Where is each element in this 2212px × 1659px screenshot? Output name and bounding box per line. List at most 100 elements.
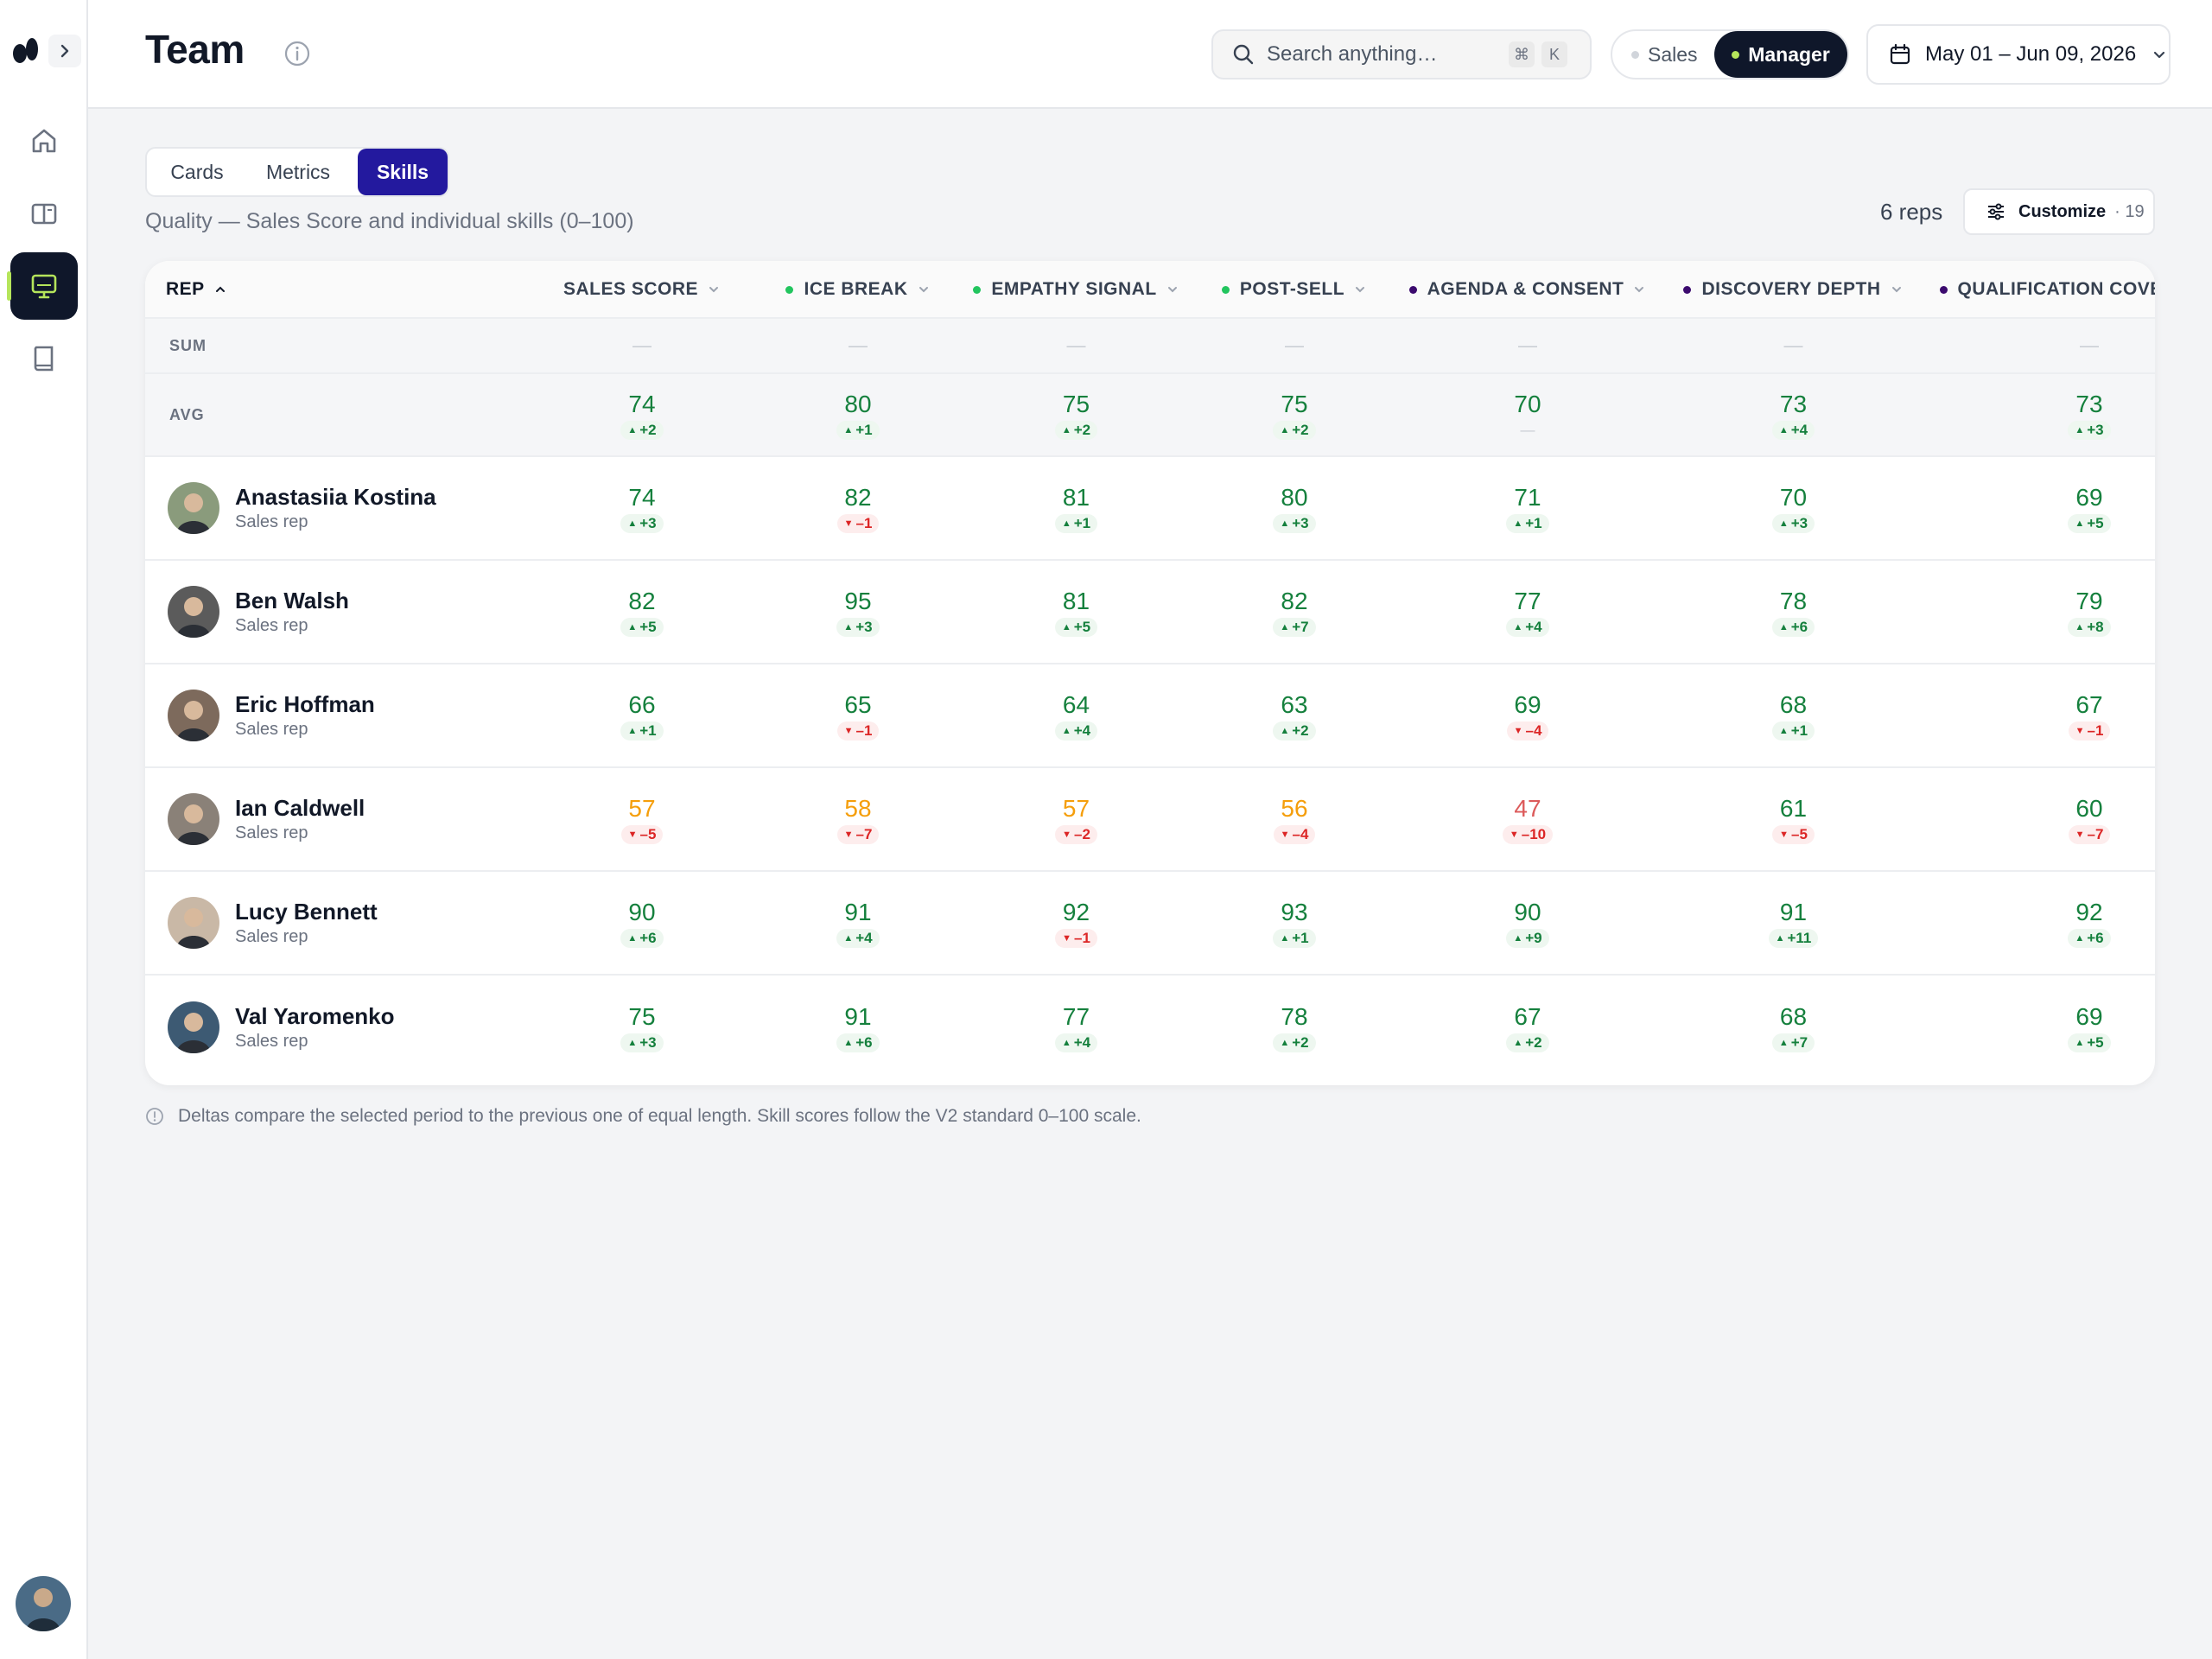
rep-name[interactable]: Eric Hoffman	[235, 691, 375, 717]
table-row[interactable]: Lucy Bennett Sales rep 90 ▲ +6 91 ▲ +4 92 ▼ –1 93 ▲ +…	[145, 871, 2155, 975]
score-value: 66	[628, 691, 656, 718]
score-value: 82	[628, 588, 656, 614]
column-header[interactable]: ICE BREAK	[759, 261, 957, 318]
user-avatar[interactable]	[16, 1576, 71, 1631]
table-row[interactable]: Ben Walsh Sales rep 82 ▲ +5 95 ▲ +3 81 ▲ +5 82 ▲ +7 77…	[145, 560, 2155, 664]
delta-value: +3	[1790, 515, 1808, 531]
reps-count: 6 reps	[1880, 199, 1943, 225]
triangle-up-icon: ▲	[1280, 933, 1290, 944]
score-value: 75	[1281, 391, 1308, 417]
customize-button[interactable]: Customize · 19	[1963, 188, 2155, 235]
role-toggle: Sales Manager	[1611, 29, 1849, 79]
nav-library[interactable]	[10, 180, 78, 247]
column-header[interactable]: AGENDA & CONSENT	[1394, 261, 1662, 318]
sum-cell: —	[1394, 318, 1662, 373]
delta-value: –5	[1790, 826, 1808, 842]
calendar-icon	[1890, 43, 1910, 65]
score-cell: 69 ▲ +5	[1925, 456, 2155, 560]
column-header-content: POST-SELL	[1221, 279, 1367, 300]
table-row[interactable]: Val Yaromenko Sales rep 75 ▲ +3 91 ▲ +6 77 ▲ +4 78 ▲…	[145, 975, 2155, 1078]
column-header[interactable]: POST-SELL	[1195, 261, 1394, 318]
delta-value: +6	[2087, 930, 2104, 946]
score-value: 70	[1779, 484, 1808, 511]
score-delta: ▲ +6	[836, 1033, 880, 1052]
triangle-up-icon: ▲	[1280, 1037, 1290, 1048]
delta-value: –10	[1521, 826, 1547, 842]
delta-value: +1	[1525, 515, 1542, 531]
triangle-up-icon: ▲	[1061, 622, 1071, 632]
avg-row: AVG 74 ▲ +2 80 ▲ +1 75 ▲ +2 75 ▲ +2 70—73 ▲ +4 73 ▲ +3	[145, 373, 2155, 456]
tab-cards[interactable]: Cards	[170, 160, 224, 183]
score-cell: 92 ▲ +6	[1925, 871, 2155, 975]
rep-name[interactable]: Anastasiia Kostina	[235, 484, 436, 510]
delta-value: –1	[855, 515, 873, 531]
sum-label: SUM	[169, 336, 207, 354]
sum-value: —	[849, 334, 868, 356]
score-delta: ▲ +11	[1768, 929, 1819, 948]
score-value: 81	[1062, 484, 1090, 511]
table-row[interactable]: Eric Hoffman Sales rep 66 ▲ +1 65 ▼ –1 64 ▲ +4 63 ▲ +…	[145, 664, 2155, 767]
score-value: 92	[2075, 899, 2103, 925]
score-value: 91	[844, 899, 872, 925]
sum-cell: —	[525, 318, 759, 373]
score-delta: ▲ +3	[620, 514, 664, 533]
triangle-up-icon: ▲	[1280, 518, 1290, 529]
rep-info: Ben Walsh Sales rep	[145, 586, 525, 638]
score-delta: ▼ –5	[620, 825, 664, 844]
nav-playbook[interactable]	[10, 325, 78, 392]
column-header-rep[interactable]: REP	[145, 261, 525, 318]
column-header[interactable]: DISCOVERY DEPTH	[1662, 261, 1925, 318]
search-input[interactable]	[1265, 41, 1502, 67]
delta-value: –7	[855, 826, 873, 842]
search-box[interactable]: ⌘ K	[1211, 29, 1592, 79]
rep-name[interactable]: Ben Walsh	[235, 588, 349, 613]
skill-category-dot	[785, 285, 794, 294]
nav-home[interactable]	[10, 107, 78, 175]
delta-value: –7	[2087, 826, 2104, 842]
rep-cell: Anastasiia Kostina Sales rep	[145, 456, 525, 560]
score-value: 67	[1514, 1002, 1541, 1030]
info-icon[interactable]	[283, 40, 311, 67]
score-value: 80	[1281, 484, 1308, 511]
column-header[interactable]: SALES SCORE	[525, 261, 759, 318]
score-cell: 61 ▼ –5	[1662, 767, 1925, 871]
delta-value: +3	[2087, 422, 2104, 438]
delta-value: +8	[2087, 619, 2104, 635]
score-delta: ▲ +2	[620, 421, 664, 440]
triangle-down-icon: ▼	[1509, 830, 1519, 840]
rep-text: Ben Walsh Sales rep	[235, 588, 349, 636]
role-manager-option[interactable]: Manager	[1714, 31, 1847, 78]
rep-name[interactable]: Ian Caldwell	[235, 795, 365, 821]
score-value: 75	[1062, 391, 1090, 417]
delta-value: +2	[1073, 422, 1091, 438]
column-header[interactable]: EMPATHY SIGNAL	[957, 261, 1195, 318]
score-cell: 81 ▲ +1	[957, 456, 1195, 560]
triangle-up-icon: ▲	[1061, 518, 1071, 529]
tab-skills[interactable]: Skills	[358, 149, 448, 195]
role-sales-option[interactable]: Sales	[1631, 31, 1698, 78]
sum-value: —	[1783, 334, 1803, 356]
avatar	[168, 793, 219, 845]
triangle-up-icon: ▲	[843, 933, 854, 944]
score-value: 82	[844, 484, 872, 511]
delta-value: +5	[1073, 619, 1091, 635]
rep-name[interactable]: Lucy Bennett	[235, 899, 378, 925]
triangle-up-icon: ▲	[1778, 622, 1789, 632]
table-row[interactable]: Ian Caldwell Sales rep 57 ▼ –5 58 ▼ –7 57 ▼ –2 56 ▼ –…	[145, 767, 2155, 871]
shortcut-k-key: K	[1541, 41, 1567, 67]
triangle-up-icon: ▲	[1061, 726, 1071, 736]
delta-value: +2	[1292, 422, 1309, 438]
nav-team[interactable]	[7, 252, 78, 320]
score-cell: 91 ▲ +11	[1662, 871, 1925, 975]
sum-cell: —	[1662, 318, 1925, 373]
rep-name[interactable]: Val Yaromenko	[235, 1002, 395, 1029]
notebook-icon	[34, 346, 54, 372]
delta-value: –5	[639, 826, 657, 842]
tab-metrics[interactable]: Metrics	[265, 160, 331, 183]
expand-sidebar-button[interactable]	[48, 35, 81, 67]
score-value: 74	[628, 391, 656, 417]
date-range-picker[interactable]: May 01 – Jun 09, 2026	[1866, 24, 2171, 85]
table-row[interactable]: Anastasiia Kostina Sales rep 74 ▲ +3 82 ▼ –1 81 ▲…	[145, 456, 2155, 560]
column-header-content: EMPATHY SIGNAL	[973, 279, 1179, 300]
column-header[interactable]: QUALIFICATION COVERAGE	[1925, 261, 2155, 318]
